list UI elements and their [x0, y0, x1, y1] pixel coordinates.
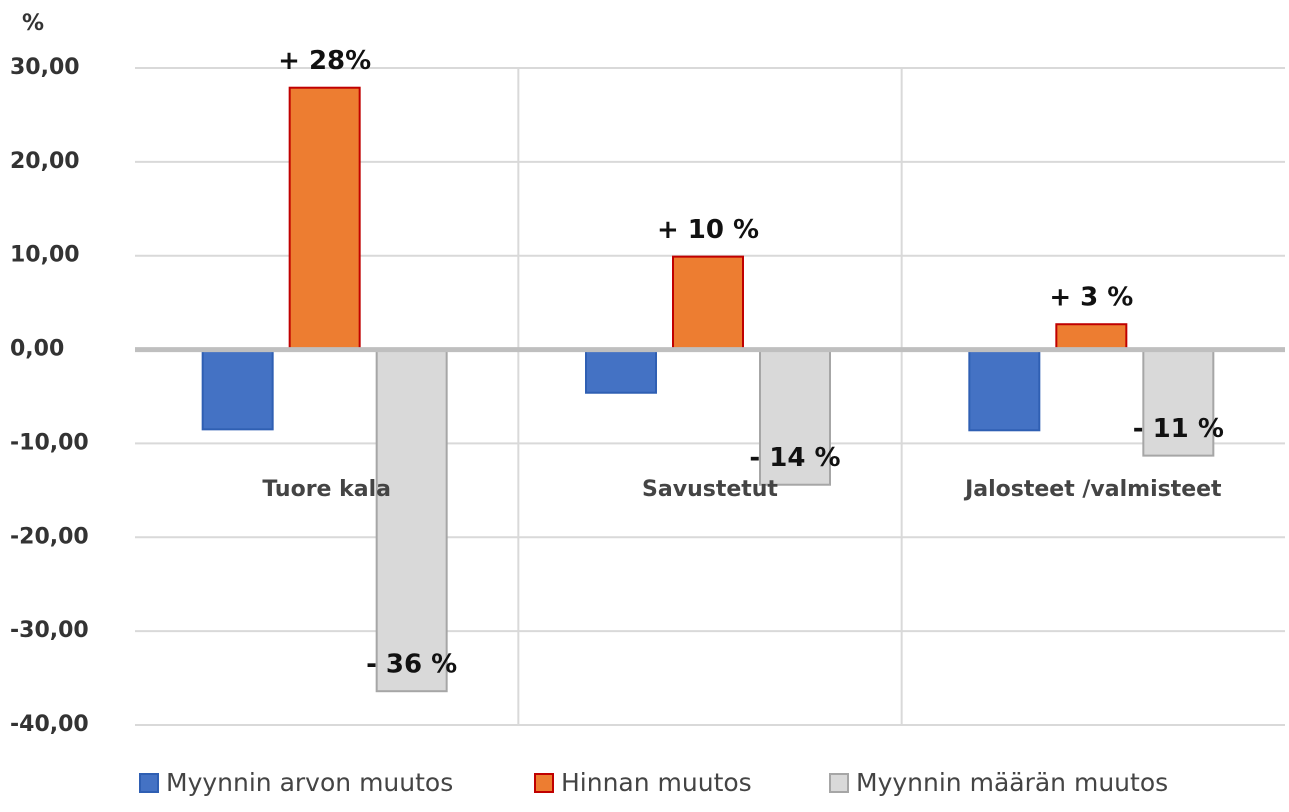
data-label: + 3 %: [1049, 283, 1133, 313]
y-tick-label: 0,00: [10, 337, 64, 362]
y-tick-label: -10,00: [10, 430, 89, 455]
x-tick-label: Tuore kala: [262, 477, 391, 502]
y-tick-label: 10,00: [10, 243, 80, 268]
y-tick-label: 20,00: [10, 149, 80, 174]
y-tick-label: 30,00: [10, 55, 80, 80]
bar: [1055, 323, 1128, 351]
x-tick-label: Jalosteet /valmisteet: [963, 477, 1222, 502]
bar: [375, 348, 448, 693]
bar: [288, 86, 361, 351]
data-label: - 36 %: [366, 650, 457, 680]
y-tick-label: -20,00: [10, 524, 89, 549]
bar: [201, 348, 274, 431]
x-tick-label: Savustetut: [642, 477, 778, 502]
legend-swatch: [829, 773, 849, 793]
data-label: - 14 %: [749, 443, 840, 473]
legend-label: Hinnan muutos: [561, 768, 752, 797]
y-axis-label: %: [22, 11, 44, 36]
data-label: + 28%: [278, 46, 371, 76]
data-label: - 11 %: [1133, 414, 1224, 444]
legend-label: Myynnin arvon muutos: [166, 768, 453, 797]
legend-swatch: [534, 773, 554, 793]
bar: [968, 348, 1041, 432]
bar: [585, 348, 657, 394]
legend-swatch: [139, 773, 159, 793]
data-label: + 10 %: [657, 215, 759, 245]
legend-label: Myynnin määrän muutos: [856, 768, 1168, 797]
y-tick-label: -40,00: [10, 712, 89, 737]
y-tick-label: -30,00: [10, 618, 89, 643]
bar: [672, 255, 744, 351]
